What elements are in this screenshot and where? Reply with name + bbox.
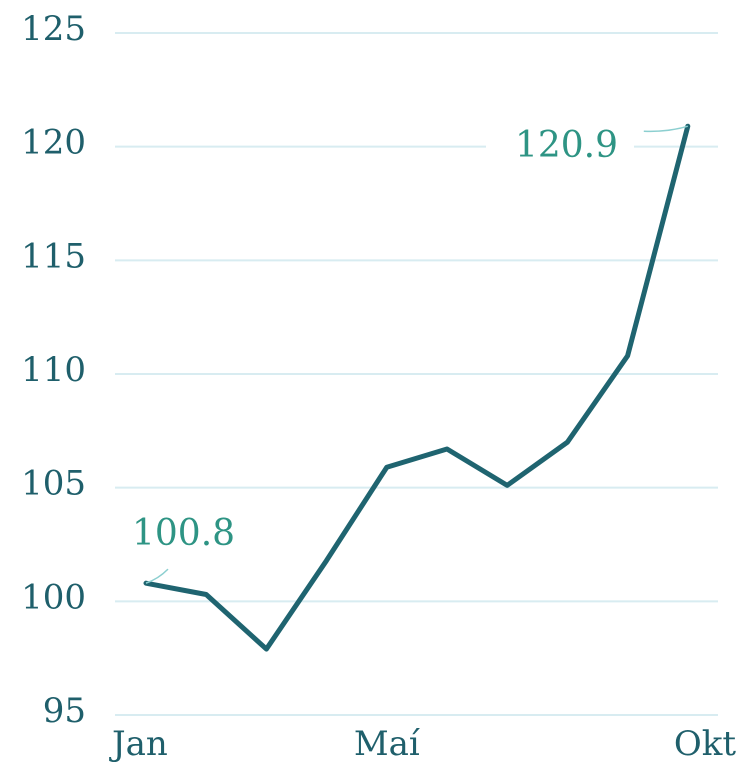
- annotation-leader: [145, 568, 169, 584]
- annotation-leader: [643, 125, 689, 133]
- y-tick-label: 125: [21, 9, 86, 49]
- annotation: 100.8: [132, 513, 235, 554]
- annotation: 120.9: [515, 125, 618, 166]
- annotation-bg: [486, 122, 634, 172]
- y-tick-label: 95: [43, 691, 86, 731]
- x-tick-label: Jan: [109, 724, 168, 764]
- y-tick-label: 120: [21, 123, 86, 163]
- x-tick-label: Maí: [354, 724, 421, 764]
- y-tick-label: 105: [21, 464, 86, 504]
- line: [143, 123, 691, 652]
- x-tick-label: Okt: [674, 724, 736, 764]
- y-tick-label: 100: [21, 577, 86, 617]
- y-tick-label: 115: [21, 236, 86, 276]
- y-tick-label: 110: [21, 350, 86, 390]
